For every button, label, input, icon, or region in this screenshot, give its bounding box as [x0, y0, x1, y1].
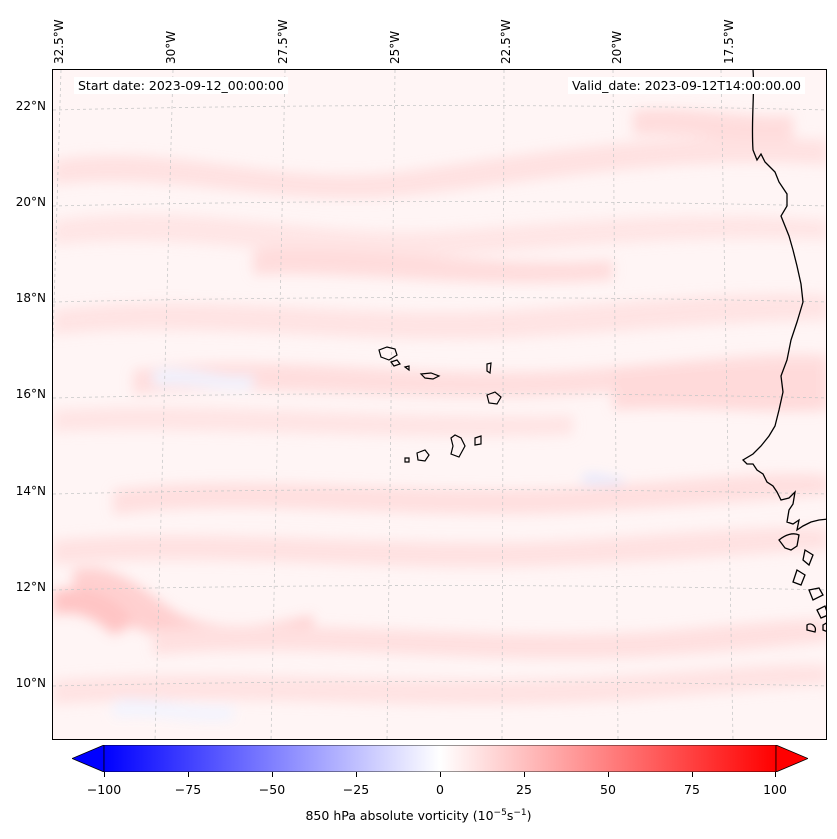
cb-tick-label: −25 [342, 782, 370, 797]
cape-verde-islands [378, 346, 502, 463]
colorbar-label: 850 hPa absolute vorticity (10−5s−1) [0, 808, 837, 823]
coastline [741, 70, 826, 633]
cb-tick-label: −50 [258, 782, 286, 797]
cb-tickmark [272, 772, 273, 777]
cb-tickmark [440, 772, 441, 777]
graticule [53, 70, 826, 739]
colorbar-min-extend [72, 745, 105, 772]
cb-tickmark [608, 772, 609, 777]
cb-tickmark [692, 772, 693, 777]
lon-label-25w: 25°W [388, 30, 402, 64]
lat-label-20n: 20°N [15, 195, 46, 209]
start-date-label: Start date: 2023-09-12_00:00:00 [74, 77, 288, 94]
cb-tickmark [524, 772, 525, 777]
map-panel[interactable] [52, 69, 827, 740]
lon-label-27-5w: 27.5°W [276, 19, 290, 64]
cb-tick-label: 50 [600, 782, 616, 797]
cb-tickmark [188, 772, 189, 777]
colorbar-label-mid: s [506, 808, 514, 824]
cb-tickmark [775, 772, 776, 777]
lat-label-16n: 16°N [15, 387, 46, 401]
colorbar-label-exp1: −5 [493, 808, 507, 818]
cb-tick-label: 100 [763, 782, 787, 797]
lon-label-32-5w: 32.5°W [52, 19, 66, 64]
lat-label-22n: 22°N [15, 99, 46, 113]
lat-label-10n: 10°N [15, 676, 46, 690]
lon-label-30w: 30°W [164, 30, 178, 64]
vorticity-map [53, 70, 826, 739]
cb-tick-label: −75 [174, 782, 202, 797]
colorbar-label-main: 850 hPa absolute vorticity (10 [305, 808, 494, 824]
lat-label-14n: 14°N [15, 484, 46, 498]
colorbar [72, 745, 808, 772]
lon-label-17-5w: 17.5°W [722, 19, 736, 64]
colorbar-gradient [103, 745, 777, 772]
colorbar-max-extend [775, 745, 808, 772]
colorbar-label-exp2: −1 [513, 808, 527, 818]
lon-label-22-5w: 22.5°W [499, 19, 513, 64]
cb-tick-label: −100 [86, 782, 122, 797]
cb-tick-label: 75 [684, 782, 700, 797]
valid-date-label: Valid_date: 2023-09-12T14:00:00.00 [567, 77, 805, 94]
lat-label-12n: 12°N [15, 580, 46, 594]
cb-tick-label: 0 [436, 782, 444, 797]
cb-tick-label: 25 [516, 782, 532, 797]
lat-label-18n: 18°N [15, 291, 46, 305]
colorbar-label-end: ) [526, 808, 532, 824]
cb-tickmark [356, 772, 357, 777]
cb-tickmark [104, 772, 105, 777]
lon-label-20w: 20°W [610, 30, 624, 64]
